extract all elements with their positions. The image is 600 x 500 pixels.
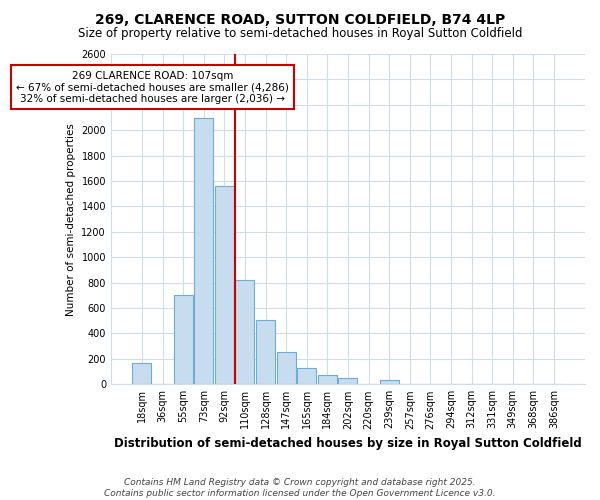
X-axis label: Distribution of semi-detached houses by size in Royal Sutton Coldfield: Distribution of semi-detached houses by … — [114, 437, 582, 450]
Bar — [194, 118, 213, 384]
Bar — [338, 378, 358, 384]
Text: Contains HM Land Registry data © Crown copyright and database right 2025.
Contai: Contains HM Land Registry data © Crown c… — [104, 478, 496, 498]
Text: 269 CLARENCE ROAD: 107sqm
← 67% of semi-detached houses are smaller (4,286)
32% : 269 CLARENCE ROAD: 107sqm ← 67% of semi-… — [16, 70, 289, 104]
Bar — [318, 376, 337, 384]
Bar — [133, 362, 151, 384]
Y-axis label: Number of semi-detached properties: Number of semi-detached properties — [66, 122, 76, 316]
Text: Size of property relative to semi-detached houses in Royal Sutton Coldfield: Size of property relative to semi-detach… — [78, 28, 522, 40]
Bar — [235, 280, 254, 384]
Bar — [256, 320, 275, 384]
Bar — [380, 380, 398, 384]
Bar — [297, 368, 316, 384]
Text: 269, CLARENCE ROAD, SUTTON COLDFIELD, B74 4LP: 269, CLARENCE ROAD, SUTTON COLDFIELD, B7… — [95, 12, 505, 26]
Bar — [215, 186, 234, 384]
Bar — [277, 352, 296, 384]
Bar — [173, 296, 193, 384]
